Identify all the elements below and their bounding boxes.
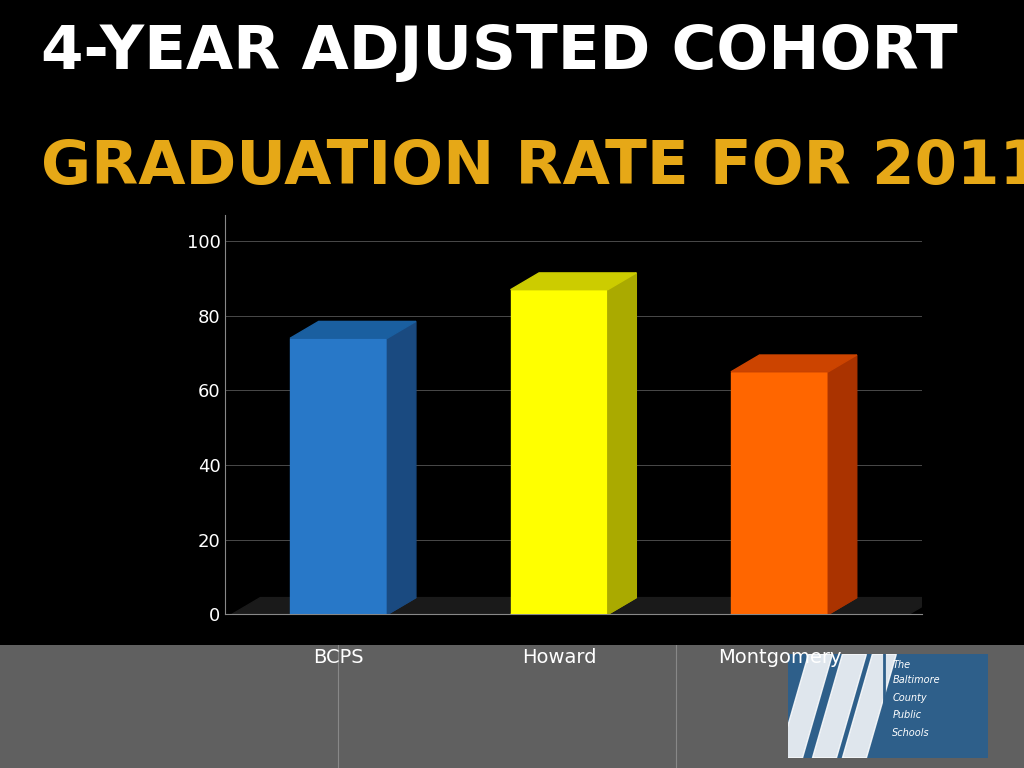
Text: BCPS: BCPS: [313, 648, 365, 667]
Polygon shape: [731, 355, 857, 372]
Text: Baltimore: Baltimore: [892, 675, 940, 685]
Polygon shape: [511, 598, 636, 614]
Polygon shape: [731, 598, 857, 614]
Text: Howard: Howard: [522, 648, 596, 667]
Text: 4-YEAR ADJUSTED COHORT: 4-YEAR ADJUSTED COHORT: [41, 23, 957, 82]
Polygon shape: [608, 273, 636, 614]
Text: Montgomery: Montgomery: [718, 648, 842, 667]
Polygon shape: [511, 273, 636, 290]
Polygon shape: [778, 654, 833, 758]
Polygon shape: [828, 355, 857, 614]
Text: County: County: [892, 693, 927, 703]
Bar: [511, 290, 608, 614]
Bar: [290, 338, 387, 614]
Polygon shape: [231, 598, 937, 614]
Text: GRADUATION RATE FOR 2011: GRADUATION RATE FOR 2011: [41, 138, 1024, 197]
Polygon shape: [290, 598, 416, 614]
Text: Public: Public: [892, 710, 922, 720]
Bar: [731, 372, 828, 614]
Text: The: The: [892, 660, 910, 670]
Polygon shape: [812, 654, 866, 758]
Text: Schools: Schools: [892, 728, 930, 738]
Polygon shape: [290, 322, 416, 338]
Polygon shape: [387, 322, 416, 614]
Polygon shape: [843, 654, 896, 758]
